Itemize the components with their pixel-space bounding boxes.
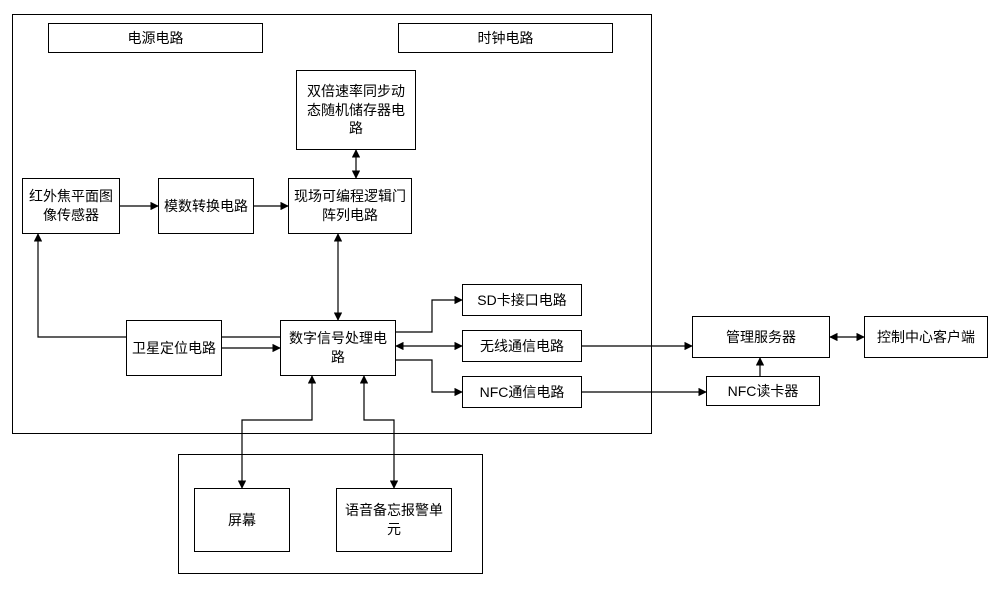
node-voice: 语音备忘报警单元 bbox=[336, 488, 452, 552]
node-server: 管理服务器 bbox=[692, 316, 830, 358]
node-ir: 红外焦平面图像传感器 bbox=[22, 178, 120, 234]
node-sd: SD卡接口电路 bbox=[462, 284, 582, 316]
node-nfc: NFC通信电路 bbox=[462, 376, 582, 408]
node-fpga: 现场可编程逻辑门阵列电路 bbox=[288, 178, 412, 234]
node-power: 电源电路 bbox=[48, 23, 263, 53]
node-clock: 时钟电路 bbox=[398, 23, 613, 53]
node-nfcr: NFC读卡器 bbox=[706, 376, 820, 406]
node-ddr: 双倍速率同步动态随机储存器电路 bbox=[296, 70, 416, 150]
node-client: 控制中心客户端 bbox=[864, 316, 988, 358]
node-adc: 模数转换电路 bbox=[158, 178, 254, 234]
node-gps: 卫星定位电路 bbox=[126, 320, 222, 376]
node-dsp: 数字信号处理电路 bbox=[280, 320, 396, 376]
node-wifi: 无线通信电路 bbox=[462, 330, 582, 362]
node-screen: 屏幕 bbox=[194, 488, 290, 552]
